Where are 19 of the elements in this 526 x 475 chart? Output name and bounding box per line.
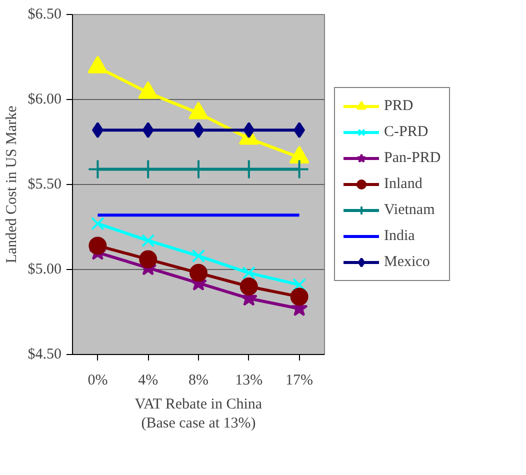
legend-label: C-PRD (384, 124, 428, 140)
y-tick-label: $5.00 (28, 262, 62, 278)
x-tick-label: 4% (138, 372, 158, 388)
x-tick-label: 17% (286, 372, 314, 388)
legend-label: Pan-PRD (384, 150, 441, 166)
x-tick-label: 0% (88, 372, 108, 388)
y-tick-label: $5.50 (28, 176, 62, 192)
y-tick-label: $4.50 (28, 346, 62, 362)
legend-label: Mexico (384, 254, 430, 270)
legend-label: Inland (384, 176, 422, 192)
x-axis-title: VAT Rebate in China (Base case at 13%) (134, 396, 262, 432)
y-tick-label: $6.00 (28, 92, 62, 108)
legend-label: PRD (384, 98, 414, 114)
y-axis-title: Landed Cost in US Marke (4, 105, 20, 264)
legend-label: India (384, 228, 415, 244)
x-tick-label: 8% (188, 372, 208, 388)
x-tick-label: 13% (235, 372, 263, 388)
legend-label: Vietnam (384, 202, 435, 218)
y-tick-label: $6.50 (28, 6, 62, 22)
